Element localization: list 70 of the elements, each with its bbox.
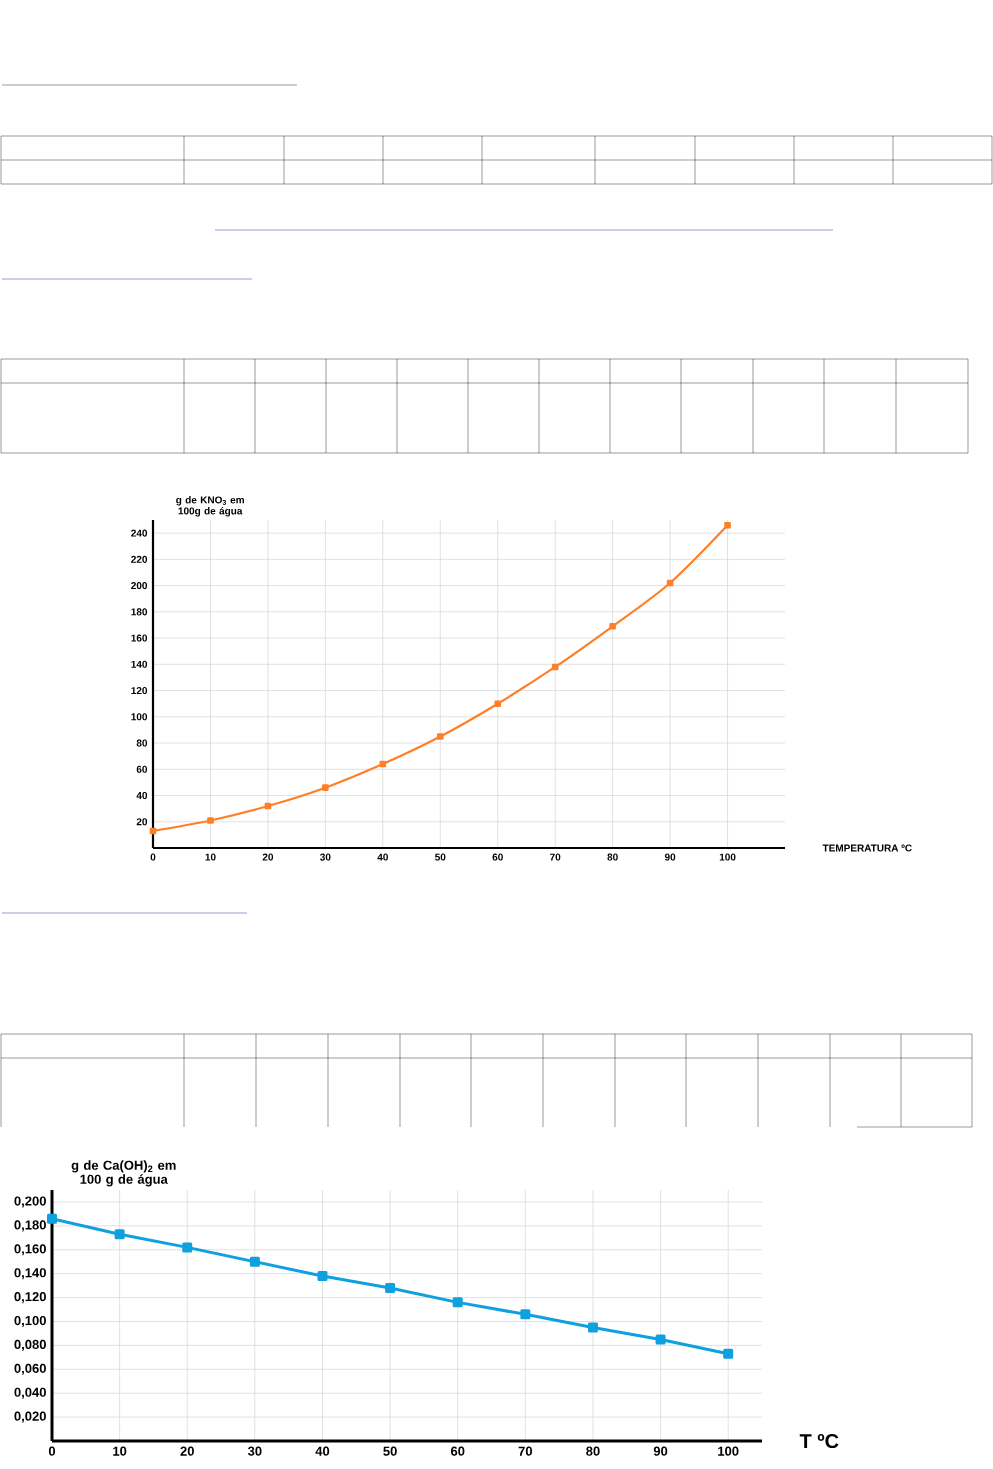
x-axis-title: T ºC (799, 1433, 839, 1449)
y-tick-label: 100 (131, 713, 148, 721)
point (587, 1322, 598, 1333)
x-axis-title: TEMPERATURA ºC (822, 844, 912, 852)
point (436, 733, 444, 740)
point (609, 622, 616, 630)
x-tick-label: 80 (586, 1446, 600, 1456)
y-tick-label: 20 (136, 818, 148, 826)
y-axis-title: g de KNO$_{3}$ em 100g de água (176, 496, 244, 517)
x-tick-label: 20 (262, 853, 274, 861)
x-tick-label: 100 (718, 1446, 739, 1456)
y-tick-label: 0,080 (14, 1339, 46, 1351)
point (249, 1256, 260, 1267)
x-tick-label: 50 (435, 853, 446, 861)
y-tick-label: 40 (136, 791, 148, 800)
y-tick-label: 0,100 (14, 1315, 46, 1328)
x-tick-label: 70 (550, 853, 561, 861)
x-tick-label: 10 (113, 1446, 127, 1456)
x-tick-label: 40 (377, 853, 388, 861)
x-tick-label: 0 (48, 1446, 56, 1456)
x-tick-label: 80 (607, 853, 618, 861)
point (723, 1348, 734, 1359)
y-tick-label: 0,140 (14, 1268, 46, 1280)
x-tick-label: 30 (320, 853, 331, 861)
point (452, 1297, 463, 1308)
point (47, 1213, 57, 1224)
y-tick-label: 120 (131, 687, 148, 695)
point (655, 1334, 666, 1345)
point (520, 1309, 531, 1320)
y-tick-label: 220 (131, 555, 148, 563)
x-tick-label: 30 (247, 1446, 262, 1456)
y-tick-label: 80 (136, 739, 148, 747)
point (149, 827, 157, 835)
x-tick-label: 10 (205, 853, 216, 861)
y-tick-label: 240 (131, 529, 148, 537)
x-tick-label: 0 (150, 853, 156, 861)
x-tick-label: 60 (492, 853, 503, 861)
point (385, 1283, 396, 1294)
y-tick-label: 0,120 (14, 1292, 46, 1304)
point (494, 700, 502, 707)
y-tick-label: 0,060 (14, 1363, 46, 1375)
point (207, 817, 214, 824)
x-tick-label: 90 (653, 1446, 668, 1456)
y-tick-label: 180 (131, 608, 148, 616)
y-tick-label: 0,180 (14, 1220, 46, 1232)
point (551, 663, 559, 671)
x-tick-label: 40 (315, 1446, 330, 1456)
y-tick-label: 140 (131, 660, 148, 668)
point (317, 1271, 328, 1282)
point (724, 521, 731, 529)
point (264, 802, 272, 810)
y-tick-label: 0,020 (14, 1411, 46, 1423)
point (322, 784, 329, 791)
x-tick-label: 50 (383, 1446, 397, 1456)
x-tick-label: 100 (719, 853, 736, 861)
x-tick-label: 70 (518, 1446, 533, 1456)
point (379, 760, 387, 768)
y-tick-label: 0,160 (14, 1244, 46, 1256)
y-tick-label: 60 (136, 765, 148, 773)
x-tick-label: 90 (664, 853, 676, 861)
x-tick-label: 60 (450, 1446, 465, 1456)
x-tick-label: 20 (180, 1446, 194, 1456)
y-tick-label: 160 (131, 634, 148, 642)
point (114, 1229, 125, 1240)
y-tick-label: 0,200 (14, 1196, 46, 1208)
y-tick-label: 0,040 (14, 1387, 46, 1399)
y-axis-title: g de Ca(OH)$_{2}$ em 100 g de água (71, 1160, 176, 1187)
point (182, 1242, 193, 1253)
y-tick-label: 200 (131, 582, 148, 590)
point (666, 579, 674, 587)
